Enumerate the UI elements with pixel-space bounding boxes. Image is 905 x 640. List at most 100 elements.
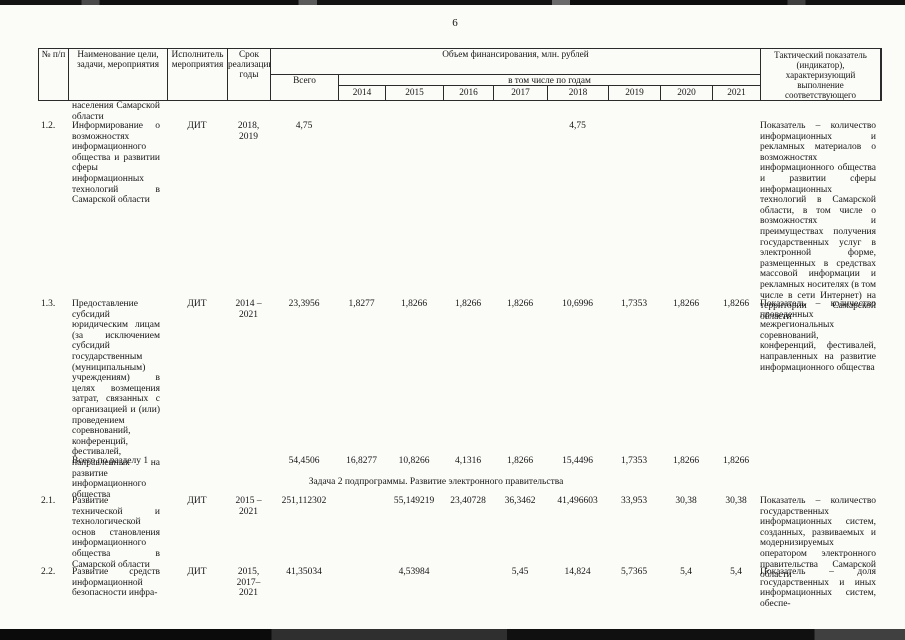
cell-year-2018: 15,4496 [562,456,593,466]
cell-year-2020: 1,8266 [672,299,700,309]
cell-year-2014: 1,8277 [348,299,375,309]
cell-executor [167,456,227,467]
cell-year-2020 [660,101,712,122]
cell-year-2016: 1,8266 [454,299,482,309]
cell-number [38,101,68,122]
cell-executor: ДИТ [187,567,207,577]
header-col-by-years: в том числе по годам [339,75,761,86]
cell-year-2019: 1,7353 [620,456,648,466]
header-col-number: № п/п [39,49,69,100]
cell-year-2015: 55,149219 [393,496,435,506]
table-header: № п/п Наименование цели, задачи, меропри… [38,48,882,101]
cell-term: 2015 – 2021 [235,496,262,517]
page-number: 6 [452,17,458,29]
cell-total: 4,75 [295,121,313,131]
cell-name: Информирование о возможностях информацио… [72,121,160,206]
header-year-2019: 2019 [609,86,661,100]
cell-year-2018: 4,75 [569,121,586,131]
cell-year-2020: 30,38 [675,496,697,506]
cell-year-2014 [338,567,385,609]
cell-total: 251,112302 [281,496,327,506]
cell-indicator: Показатель – количество проведенных межр… [760,299,876,373]
cell-executor: ДИТ [187,496,207,506]
cell-year-2016 [443,101,493,122]
header-year-2017: 2017 [494,86,548,100]
cell-year-2021: 1,8266 [722,456,750,466]
cell-year-2020 [660,121,712,322]
header-year-2016: 2016 [444,86,494,100]
table-row-r12: 1.2. Информирование о возможностях информ… [38,121,880,322]
cell-name: Развитие технической и технологической о… [72,496,160,570]
cell-term: 2014 – 2021 [235,299,262,320]
cell-year-2019 [608,121,660,322]
header-col-name: Наименование цели, задачи, мероприятия [69,49,168,100]
cell-year-2017: 1,8266 [506,299,534,309]
cell-year-2015 [385,121,443,322]
cell-year-2015: 1,8266 [400,299,428,309]
cell-year-2018: 14,824 [564,567,591,577]
cell-term: 2015, 2017–2021 [236,567,261,599]
cell-year-2018 [547,101,608,122]
cell-indicator: Показатель – доля государственных и иных… [760,567,876,609]
header-year-2020: 2020 [661,86,713,100]
cell-year-2019: 1,7353 [620,299,648,309]
cell-year-2017: 36,3462 [504,496,536,506]
header-col-indicator: Тактический показатель (индикатор), хара… [761,49,881,100]
cell-name: Предоставление субсидий юридическим лица… [72,299,160,500]
cell-year-2021: 1,8266 [722,299,750,309]
cell-year-2016: 23,40728 [450,496,486,506]
cell-year-2015 [385,101,443,122]
cell-year-2020: 5,4 [680,567,692,577]
cell-executor [167,101,227,122]
header-year-2015: 2015 [386,86,444,100]
cell-year-2017 [493,121,547,322]
table-row-r21: 2.1. Развитие технической и технологическ… [38,496,880,581]
cell-year-2017: 1,8266 [506,456,534,466]
cell-year-2021: 5,4 [730,567,742,577]
cell-number: 1.3. [41,299,56,309]
scan-artifact-bottom [0,629,905,640]
cell-year-2019: 5,7365 [620,567,648,577]
cell-year-2016 [443,121,493,322]
cell-year-2016: 4,1316 [454,456,482,466]
table-row-r22: 2.2. Развитие средств информационной безо… [38,567,880,609]
table-row-carry: населения Самарской области [38,101,880,122]
header-col-executor: Исполнитель мероприятия [168,49,228,100]
table-row-total1: Всего по разделу 1 54,4506 16,8277 10,8266 4… [38,456,880,467]
table-body: населения Самарской области 1.2. Информиро… [38,0,880,640]
cell-year-2021 [712,121,760,322]
header-col-term: Срок реализации, годы [228,49,271,100]
table-row-r13: 1.3. Предоставление субсидий юридическим … [38,299,880,500]
cell-year-2015: 4,53984 [398,567,430,577]
cell-name: Всего по разделу 1 [72,456,149,466]
cell-executor: ДИТ [187,299,207,309]
cell-total: 41,35034 [286,567,322,577]
cell-term [227,456,270,467]
cell-total [270,101,338,122]
cell-indicator: Показатель – количество государственных … [760,496,876,581]
cell-number: 2.1. [41,496,56,506]
cell-year-2014 [338,101,385,122]
cell-number [38,456,68,467]
cell-year-2019 [608,101,660,122]
cell-name: Развитие средств информационной безопасн… [72,567,160,599]
cell-year-2019: 33,953 [620,496,648,506]
scan-artifact-top [0,0,905,5]
cell-year-2018: 41,496603 [557,496,598,506]
cell-year-2018: 10,6996 [562,299,593,309]
cell-year-2021 [712,101,760,122]
header-year-2014: 2014 [339,86,386,100]
cell-number: 1.2. [41,121,56,131]
cell-indicator: Показатель – количество информационных и… [760,121,876,322]
cell-name: населения Самарской области [72,101,160,122]
cell-indicator [760,456,880,467]
cell-year-2014 [338,121,385,322]
header-col-financing: Объем финансирования, млн. рублей [271,49,761,75]
cell-year-2016 [443,567,493,609]
cell-indicator [760,101,880,122]
cell-total: 23,3956 [288,299,320,309]
cell-year-2020: 1,8266 [672,456,700,466]
header-col-total: Всего [271,75,339,100]
cell-total: 54,4506 [288,456,320,466]
